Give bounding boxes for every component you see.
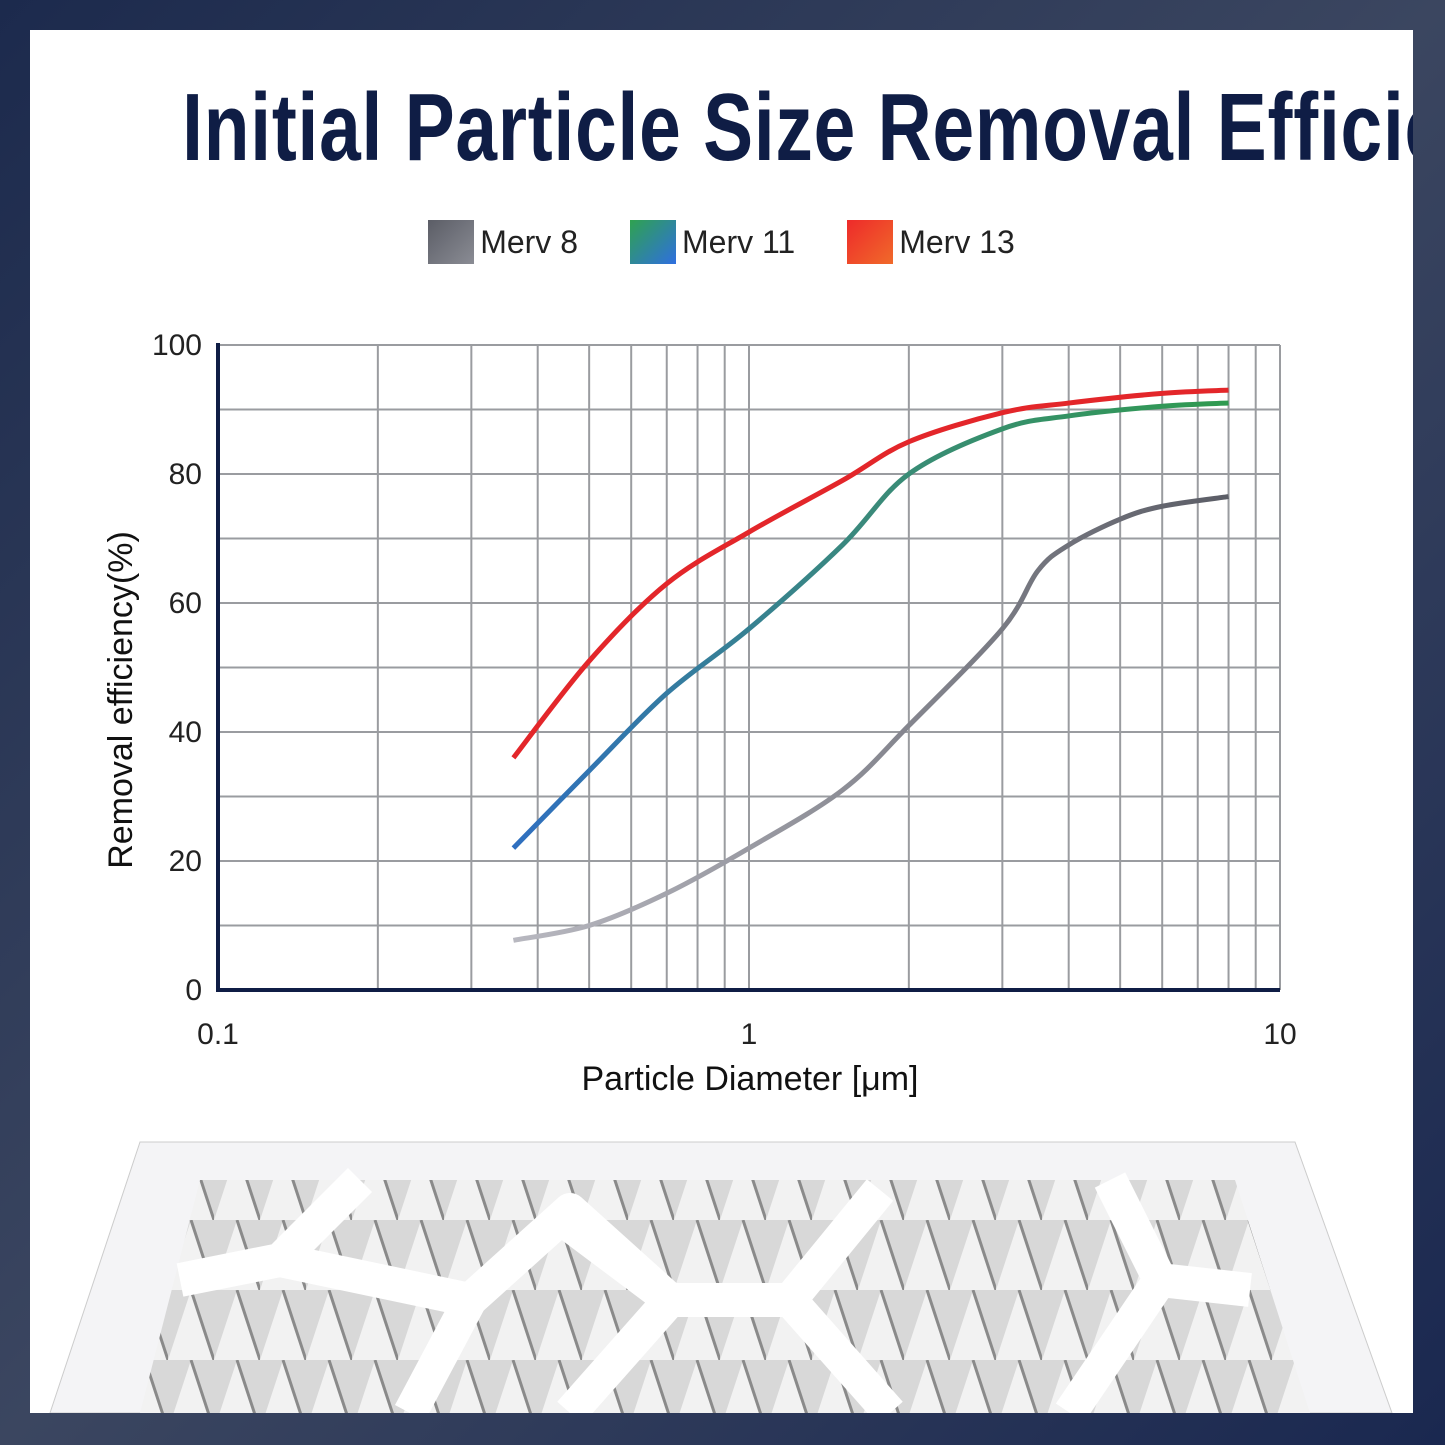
legend-label: Merv 8 (480, 223, 578, 260)
series-line-merv-13 (511, 387, 1229, 760)
x-tick-label: 0.1 (197, 1018, 239, 1051)
legend-label: Merv 11 (681, 223, 796, 260)
legend: Merv 8 Merv 11 Merv 13 (30, 220, 1413, 264)
filter-illustration (49, 1141, 1393, 1413)
legend-item-merv-13: Merv 13 (847, 220, 1015, 264)
legend-item-merv-11: Merv 11 (629, 220, 796, 264)
y-tick-label: 40 (169, 716, 202, 749)
chart-panel: Initial Particle Size Removal Efficiency… (30, 30, 1413, 1413)
series-line-merv-8 (512, 494, 1229, 943)
chart-title: Initial Particle Size Removal Efficiency (182, 74, 1413, 181)
y-axis-label: Removal efficiency(%) (102, 531, 140, 869)
legend-label: Merv 13 (899, 223, 1015, 260)
x-tick-label: 1 (741, 1018, 758, 1051)
y-tick-label: 0 (185, 974, 202, 1007)
y-tick-label: 100 (152, 329, 202, 362)
y-tick-label: 80 (169, 458, 202, 491)
chart-svg: 0 20 40 60 80 100 0.1 1 10 Particle Diameter [μm… (49, 329, 1393, 1413)
legend-swatch (847, 220, 894, 264)
grid (218, 344, 1281, 990)
legend-item-merv-8: Merv 8 (428, 220, 578, 264)
x-axis-label: Particle Diameter [μm] (582, 1060, 919, 1098)
axes: 0 20 40 60 80 100 0.1 1 10 (152, 329, 1297, 1051)
legend-swatch (428, 220, 475, 264)
legend-swatch (629, 220, 676, 264)
series-lines (511, 387, 1229, 943)
series-line-merv-11 (511, 400, 1229, 850)
x-tick-label: 10 (1263, 1018, 1296, 1051)
y-tick-label: 60 (169, 587, 202, 620)
y-tick-label: 20 (169, 845, 202, 878)
